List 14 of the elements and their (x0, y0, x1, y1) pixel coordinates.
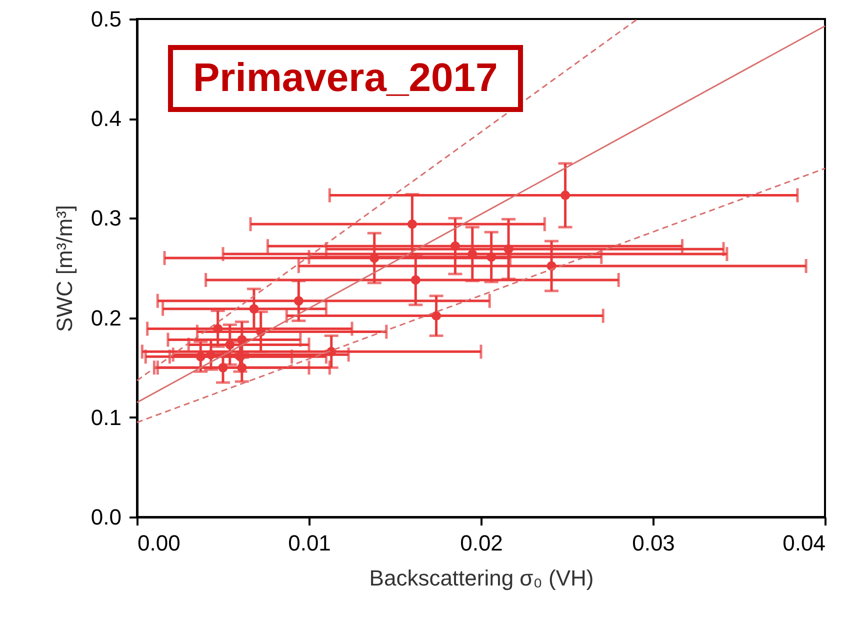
y-tick-label: 0.5 (90, 6, 122, 32)
x-tick-label: 0.04 (782, 530, 826, 556)
y-tick-label: 0.2 (90, 305, 122, 330)
x-tick-label: 0.00 (138, 530, 180, 556)
x-tick-label: 0.03 (632, 530, 675, 556)
y-tick-label: 0.1 (90, 404, 122, 430)
y-axis-title: SWC [m³/m³] (52, 204, 77, 332)
x-axis-title: Backscattering σ₀ (VH) (369, 566, 594, 590)
annotation: Primavera_2017 (168, 45, 523, 112)
x-tick-label: 0.02 (460, 530, 503, 556)
y-tick-label: 0.4 (90, 106, 122, 132)
y-tick-label: 0.3 (90, 206, 122, 231)
x-tick-label: 0.01 (288, 530, 331, 556)
y-tick-label: 0.0 (90, 504, 122, 530)
